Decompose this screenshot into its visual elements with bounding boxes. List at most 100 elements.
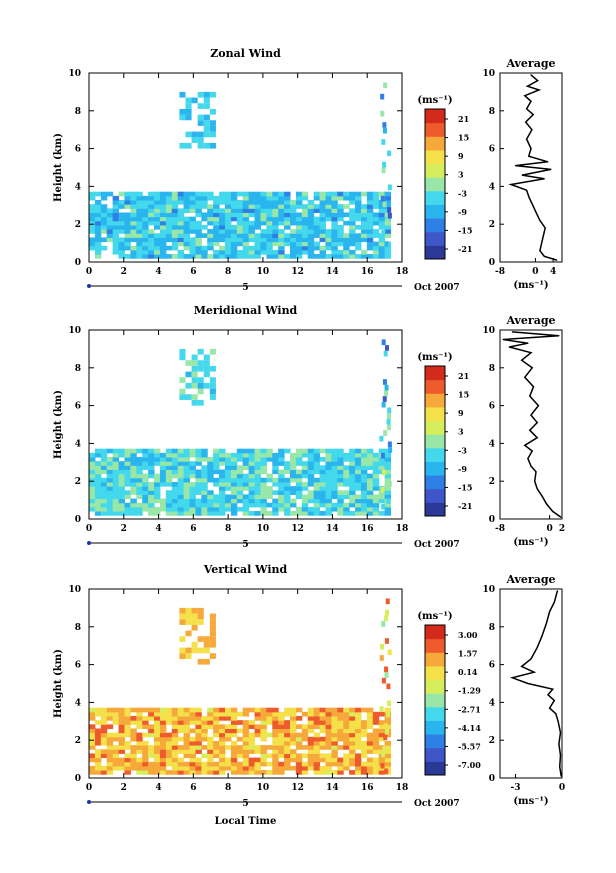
heatmap-cell xyxy=(366,254,374,259)
heatmap-cell xyxy=(230,457,238,462)
heatmap-cell xyxy=(319,204,326,209)
heatmap-cell xyxy=(185,131,192,138)
heatmap-cell xyxy=(372,711,380,717)
heatmap-cell xyxy=(130,216,137,222)
heatmap-cell xyxy=(106,716,114,721)
profile-frame xyxy=(499,588,563,779)
heatmap-cell xyxy=(154,220,161,226)
colorbar-swatch xyxy=(425,245,445,260)
heatmap-cell xyxy=(191,607,198,614)
heatmap-cell xyxy=(331,770,338,775)
heatmap-cell xyxy=(136,494,143,500)
heatmap-cell xyxy=(148,448,155,454)
heatmap-cell xyxy=(106,457,114,462)
heatmap-cell xyxy=(272,465,279,470)
heatmap-cell xyxy=(319,233,326,238)
profile-point xyxy=(524,376,526,378)
colorbar-label: -4.14 xyxy=(458,723,481,733)
heatmap-cell xyxy=(378,461,386,466)
heatmap-cell xyxy=(219,448,226,454)
heatmap-cell xyxy=(142,204,149,209)
heatmap-cell xyxy=(260,233,267,238)
heatmap-cell xyxy=(224,707,232,713)
heatmap-cell xyxy=(201,477,208,483)
heatmap-cell xyxy=(112,212,120,218)
heatmap-cell xyxy=(201,224,208,230)
heatmap-cell xyxy=(183,711,191,717)
heatmap-cell xyxy=(384,494,392,500)
heatmap-cell xyxy=(154,720,161,725)
heatmap-cell xyxy=(278,254,285,259)
heatmap-cell xyxy=(203,354,210,361)
heatmap-cell xyxy=(325,191,332,197)
heatmap-cell xyxy=(230,237,238,243)
heatmap-cell xyxy=(203,365,210,372)
heatmap-cell xyxy=(331,506,338,512)
heatmap-cell xyxy=(313,720,321,725)
heatmap-cell xyxy=(313,749,321,754)
x-tick-label: 2 xyxy=(121,524,127,534)
heatmap-cell xyxy=(284,448,291,454)
x-tick-label: 6 xyxy=(190,267,196,277)
heatmap-cell xyxy=(118,749,125,754)
heatmap-cell xyxy=(384,229,392,234)
heatmap-cell xyxy=(177,707,185,713)
heatmap-cell xyxy=(219,494,226,500)
heatmap-cell xyxy=(254,448,261,454)
heatmap-cell xyxy=(307,753,315,759)
heatmap-cell xyxy=(185,360,192,366)
heatmap-cell xyxy=(343,452,350,458)
heatmap-cell xyxy=(159,745,167,750)
heatmap-cell xyxy=(185,371,192,378)
heatmap-cell xyxy=(355,245,362,251)
heatmap-cell xyxy=(260,208,267,213)
heatmap-cell xyxy=(254,457,261,462)
heatmap-cell xyxy=(242,254,250,259)
heatmap-cell xyxy=(301,249,309,255)
heatmap-cell xyxy=(349,229,356,234)
heatmap-cell xyxy=(207,707,214,713)
heatmap-cell xyxy=(278,770,285,775)
heatmap-cell xyxy=(183,200,191,205)
heatmap-cell xyxy=(337,494,344,500)
heatmap-cell xyxy=(189,498,196,504)
heatmap-cell xyxy=(384,765,392,771)
heatmap-cell xyxy=(189,465,196,470)
heatmap-cell xyxy=(185,97,192,104)
heatmap-cell xyxy=(106,220,114,226)
heatmap-cell xyxy=(290,220,297,226)
heatmap-cell xyxy=(307,711,315,717)
heatmap-cell xyxy=(209,120,216,126)
heatmap-cell xyxy=(183,736,191,742)
heatmap-cell xyxy=(100,212,108,218)
heatmap-cell xyxy=(154,237,161,243)
heatmap-cell xyxy=(148,233,155,238)
heatmap-cell xyxy=(295,448,303,454)
heatmap-cell xyxy=(136,473,143,479)
heatmap-cell xyxy=(272,481,279,487)
heatmap-cell xyxy=(124,494,131,500)
heatmap-cell xyxy=(380,452,385,459)
heatmap-cell xyxy=(106,477,114,483)
heatmap-cell xyxy=(136,481,143,487)
heatmap-cell xyxy=(366,761,374,767)
heatmap-cell xyxy=(118,502,125,508)
heatmap-cell xyxy=(165,506,173,512)
heatmap-cell xyxy=(224,486,232,491)
heatmap-cell xyxy=(278,237,285,243)
heatmap-cell xyxy=(230,204,238,209)
heatmap-cell xyxy=(387,407,392,414)
heatmap-cell xyxy=(159,224,167,230)
heatmap-cell xyxy=(360,229,368,234)
heatmap-cell xyxy=(154,477,161,483)
heatmap-cell xyxy=(372,216,380,222)
x-tick-label: 14 xyxy=(326,524,339,534)
heatmap-cell xyxy=(366,711,374,717)
heatmap-cell xyxy=(278,740,285,746)
heatmap-cell xyxy=(148,490,155,495)
heatmap-cell xyxy=(272,502,279,508)
heatmap-cell xyxy=(203,91,210,98)
heatmap-cell xyxy=(360,452,368,458)
heatmap-cell xyxy=(343,490,350,495)
